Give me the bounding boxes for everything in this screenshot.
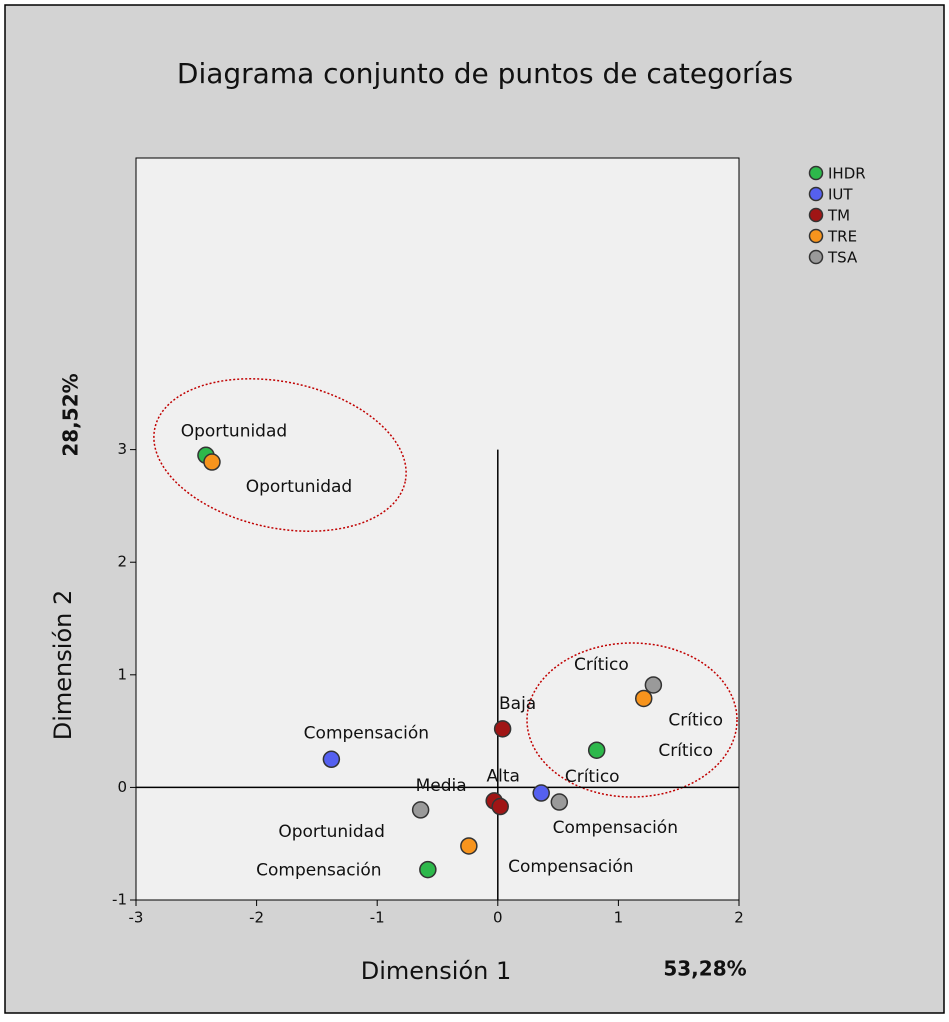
legend-label: TM xyxy=(827,207,850,225)
legend-label: TSA xyxy=(827,249,858,267)
point-label: Crítico xyxy=(565,767,620,787)
legend-marker xyxy=(808,186,824,202)
plot-area xyxy=(135,157,740,901)
highlight-ellipse xyxy=(153,378,407,532)
x-tick-label: -1 xyxy=(370,909,385,927)
point-label: Media xyxy=(416,776,467,796)
x-tick-label: 0 xyxy=(493,909,503,927)
highlight-ellipse xyxy=(526,642,738,798)
y-tick-label: 2 xyxy=(117,553,127,571)
legend-label: IHDR xyxy=(828,165,866,183)
point xyxy=(491,797,509,816)
legend-label: IUT xyxy=(828,186,853,204)
chart-title: Diagrama conjunto de puntos de categoría… xyxy=(177,57,793,90)
point xyxy=(203,453,221,471)
point xyxy=(322,750,341,769)
point-label: Compensación xyxy=(304,723,429,743)
point-label: Compensación xyxy=(553,818,678,838)
point-label: Crítico xyxy=(668,710,723,730)
legend-marker xyxy=(808,228,824,244)
point-label: Oportunidad xyxy=(246,477,353,497)
point xyxy=(532,784,550,802)
point xyxy=(550,793,569,811)
legend-marker xyxy=(808,249,824,265)
y-inertia: 28,52% xyxy=(59,373,83,456)
legend-marker xyxy=(808,207,824,223)
point-label: Oportunidad xyxy=(181,421,288,441)
point xyxy=(587,741,606,759)
y-tick-label: 0 xyxy=(117,778,127,796)
point xyxy=(460,837,478,855)
point-label: Crítico xyxy=(574,655,629,675)
point xyxy=(419,860,437,879)
x-tick-label: 2 xyxy=(734,909,744,927)
y-tick-label: 3 xyxy=(117,440,127,458)
point-label: Baja xyxy=(499,694,536,714)
point xyxy=(493,720,512,738)
y-axis-label: Dimensión 2 xyxy=(49,590,77,740)
x-inertia: 53,28% xyxy=(663,957,746,981)
point-label: Oportunidad xyxy=(278,822,385,842)
legend-marker xyxy=(808,165,824,181)
point-label: Alta xyxy=(486,767,519,787)
y-tick-label: -1 xyxy=(112,891,127,909)
x-tick-label: -2 xyxy=(249,909,264,927)
point-label: Compensación xyxy=(256,861,381,881)
y-tick-label: 1 xyxy=(117,665,127,683)
x-axis-label: Dimensión 1 xyxy=(361,957,511,985)
x-tick-label: 1 xyxy=(614,909,624,927)
point xyxy=(411,801,430,819)
point-label: Crítico xyxy=(658,741,713,761)
legend-label: TRE xyxy=(827,228,857,246)
point xyxy=(644,676,663,694)
point-label: Compensación xyxy=(508,857,633,877)
point xyxy=(634,689,653,708)
x-tick-label: -3 xyxy=(129,909,144,927)
